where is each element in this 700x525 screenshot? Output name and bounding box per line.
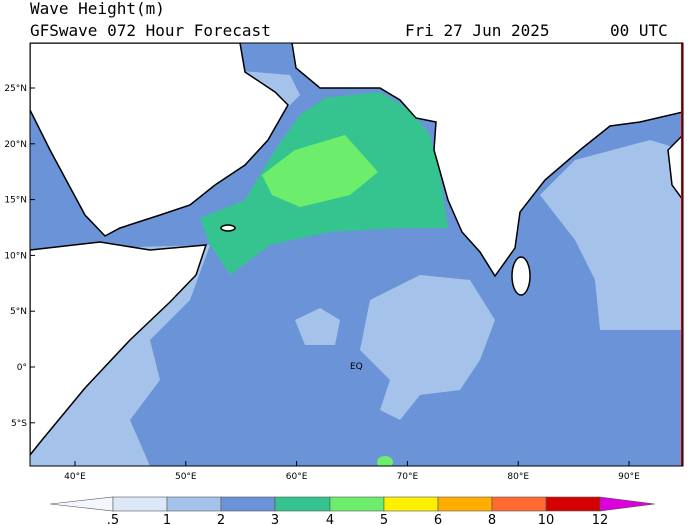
date: Fri 27 Jun 2025: [405, 21, 550, 40]
colorbar-label: .5: [107, 513, 119, 525]
colorbar-label: 12: [592, 513, 609, 525]
edge: [681, 43, 683, 466]
lat-label: 15°N: [4, 196, 27, 206]
lon-label: 90°E: [618, 472, 640, 482]
colorbar-label: 2: [217, 513, 225, 525]
colorbar-label: 4: [326, 513, 334, 525]
colorbar-label: 10: [538, 513, 555, 525]
lat-label: 10°N: [4, 251, 27, 261]
colorbar-label: 3: [271, 513, 279, 525]
equator-label: EQ: [350, 362, 363, 372]
colorbar-label: 8: [488, 513, 496, 525]
colorbar-label: 1: [163, 513, 171, 525]
lon-label: 50°E: [175, 472, 197, 482]
lon-label: 80°E: [507, 472, 529, 482]
lat-label: 5°N: [10, 307, 27, 317]
wave-4-5: [377, 456, 393, 466]
time: 00 UTC: [610, 21, 668, 40]
lon-label: 60°E: [286, 472, 308, 482]
colorbar-label: 5: [380, 513, 388, 525]
lon-label: 70°E: [397, 472, 419, 482]
lat-label: 20°N: [4, 140, 27, 150]
model: GFSwave 072 Hour Forecast: [30, 21, 271, 40]
land: [30, 43, 683, 457]
map-frame: [29, 42, 684, 467]
colorbar-label: 6: [434, 513, 442, 525]
lat-label: 5°S: [11, 419, 27, 429]
lat-label: 25°N: [4, 84, 27, 94]
map: [30, 43, 683, 466]
title: Wave Height(m): [30, 0, 165, 18]
colorbar: [49, 496, 656, 512]
wave-4-5: [262, 135, 378, 207]
lat-label: 0°: [17, 363, 27, 373]
lon-label: 40°E: [64, 472, 86, 482]
